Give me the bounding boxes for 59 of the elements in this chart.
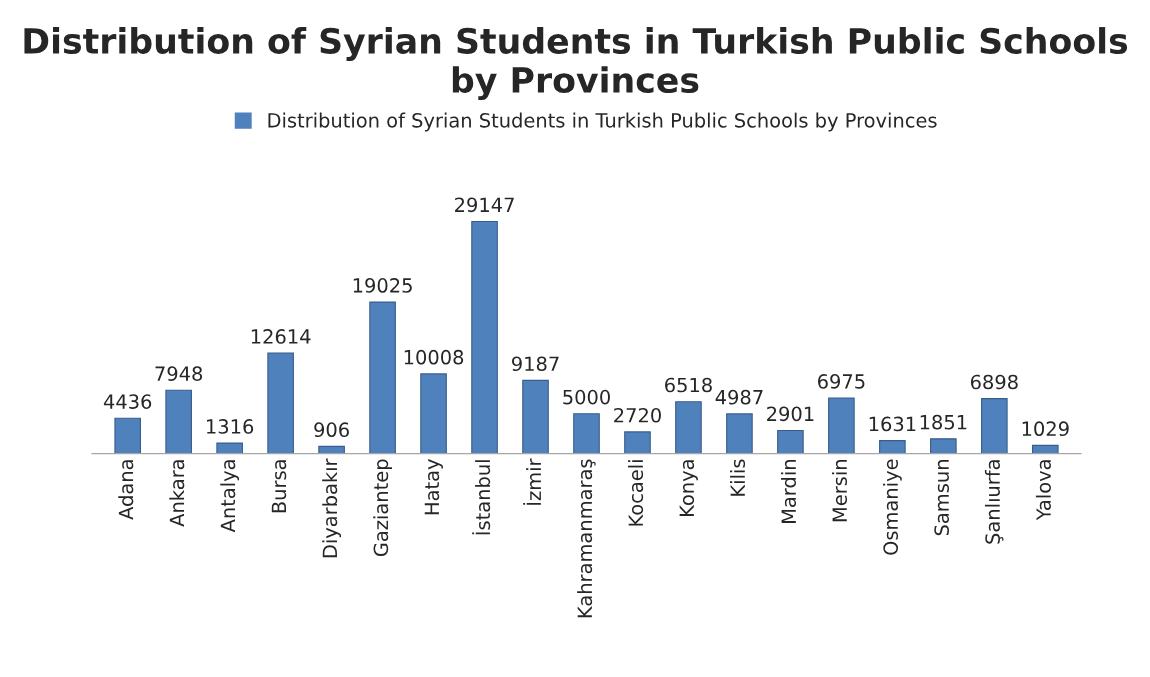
bar <box>573 413 600 454</box>
bar <box>675 401 702 454</box>
bar <box>777 429 804 454</box>
bar <box>369 301 396 454</box>
x-tick-label: Hatay <box>424 459 443 515</box>
bar <box>981 398 1008 454</box>
x-tick-label: Konya <box>679 460 698 516</box>
x-tick-label: Antalya <box>220 460 240 533</box>
chart-title: Distribution of Syrian Students in Turkish Public Schools by Provinces <box>24 27 1128 101</box>
data-label: 29147 <box>455 197 514 213</box>
data-label: 1029 <box>1022 421 1069 437</box>
bar <box>471 220 498 454</box>
x-tick-label: Osmaniye <box>882 459 902 555</box>
x-tick-label: Gaziantep <box>373 459 392 557</box>
data-label: 6898 <box>970 374 1018 390</box>
x-tick-label: Mersin <box>831 460 848 522</box>
data-label: 5000 <box>563 389 610 405</box>
bar <box>624 431 651 454</box>
x-tick-label: Bursa <box>271 460 287 513</box>
data-label: 10008 <box>404 349 464 365</box>
data-label: 7948 <box>155 366 203 381</box>
bar <box>726 413 753 454</box>
bar <box>165 389 192 454</box>
bar <box>930 438 957 454</box>
x-tick-label: Adana <box>118 460 134 520</box>
data-label: 9187 <box>512 356 559 372</box>
x-tick-label: İzmir <box>523 458 541 505</box>
x-tick-label: İstanbul <box>472 460 491 535</box>
x-tick-label: Yalova <box>1035 460 1051 521</box>
bar <box>522 379 549 454</box>
data-label: 1316 <box>207 419 254 434</box>
bar <box>420 373 447 454</box>
data-label: 2720 <box>614 407 661 423</box>
bar <box>828 397 855 454</box>
bar <box>1032 444 1059 454</box>
data-label: 6518 <box>665 377 712 393</box>
bar <box>879 440 906 454</box>
data-label: 6975 <box>818 374 865 389</box>
data-label: 1851 <box>920 414 967 430</box>
x-tick-label: Kocaeli <box>628 460 644 526</box>
data-label: 19025 <box>353 278 412 293</box>
x-tick-label: Şanlıurfa <box>984 460 1004 544</box>
data-label: 4987 <box>715 389 763 405</box>
data-label: 12614 <box>251 329 311 344</box>
x-tick-label: Kahramanmaraş <box>577 459 596 618</box>
x-tick-label: Mardin <box>781 460 797 523</box>
x-tick-label: Samsun <box>934 460 949 536</box>
x-tick-label: Diyarbakır <box>322 458 342 558</box>
bar <box>114 417 141 454</box>
x-tick-label: Kilis <box>730 459 746 496</box>
bar <box>267 352 294 454</box>
data-label: 906 <box>314 422 349 438</box>
bar <box>318 445 345 454</box>
legend-label: Distribution of Syrian Students in Turkish Public Schools by Provinces <box>268 112 937 132</box>
data-label: 2901 <box>767 406 814 422</box>
data-label: 4436 <box>103 394 152 409</box>
data-label: 1631 <box>869 416 916 432</box>
bar <box>216 442 243 454</box>
x-tick-label: Ankara <box>169 460 185 527</box>
